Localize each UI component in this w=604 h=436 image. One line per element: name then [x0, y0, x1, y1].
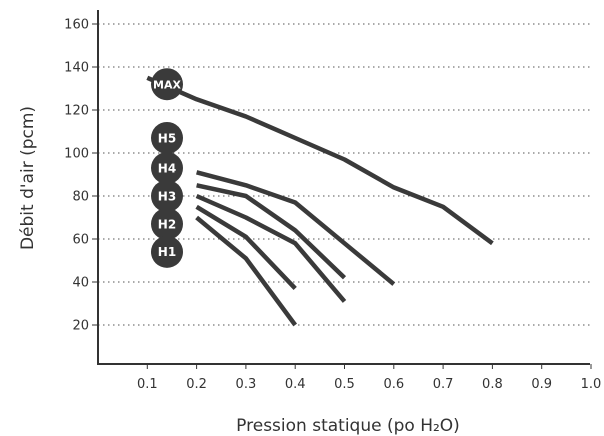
series-line-h2 [195, 193, 347, 303]
badge-circle [151, 152, 183, 185]
x-tick-label: 0.3 [236, 377, 257, 392]
series-line-h3 [196, 183, 347, 280]
badge-max: MAX [151, 68, 183, 101]
badge-h2: H2 [151, 207, 183, 240]
badge-circle [151, 235, 183, 268]
x-tick-label: 0.9 [531, 377, 552, 392]
badge-label: H2 [158, 217, 176, 231]
badge-label: H4 [158, 161, 176, 175]
x-tick-label: 0.5 [334, 377, 355, 392]
y-tick-label: 80 [72, 190, 89, 205]
badge-label: MAX [153, 79, 181, 92]
badge-label: H3 [158, 189, 176, 203]
badge-circle [151, 121, 183, 154]
badge-circle [151, 68, 183, 101]
y-tick-label: 20 [72, 319, 89, 334]
y-tick-label: 120 [64, 104, 89, 119]
y-tick-label: 140 [64, 61, 89, 76]
series-lines [146, 75, 494, 327]
x-tick-label: 0.1 [137, 377, 158, 392]
y-tick-label: 100 [64, 147, 89, 162]
y-tick-labels: 20 40 60 80 100 120 140 160 [64, 18, 98, 334]
badge-label: H1 [158, 245, 176, 259]
y-tick-label: 60 [72, 233, 89, 248]
x-tick-label: 0.2 [186, 377, 207, 392]
series-line-unlabeled [195, 204, 297, 290]
badge-circle [151, 180, 183, 212]
badge-label: H5 [158, 131, 176, 145]
badge-h4: H4 [151, 152, 183, 185]
x-tick-label: 0.7 [433, 377, 454, 392]
y-axis-title: Débit d'air (pcm) [18, 106, 38, 250]
series-line-h1 [195, 215, 298, 327]
axes [97, 10, 590, 365]
y-tick-label: 160 [64, 18, 89, 33]
badge-circle [151, 207, 183, 240]
x-tick-label: 0.6 [383, 377, 404, 392]
badge-h3: H3 [151, 180, 183, 212]
mode-badges: MAX H5 H4 H3 H2 H1 [151, 68, 183, 268]
badge-h5: H5 [151, 121, 183, 154]
x-tick-labels: 0.1 0.2 0.3 0.4 0.5 0.6 0.7 0.8 0.9 1.0 [137, 364, 601, 392]
y-tick-label: 40 [72, 276, 89, 291]
x-tick-label: 0.4 [285, 377, 306, 392]
badge-h1: H1 [151, 235, 183, 268]
series-line-max [146, 75, 494, 246]
gridlines [98, 23, 590, 326]
x-axis-title: Pression statique (po H₂O) [236, 416, 460, 436]
series-line-h4 [196, 170, 396, 286]
x-tick-label: 1.0 [581, 377, 602, 392]
x-tick-label: 0.8 [482, 377, 503, 392]
